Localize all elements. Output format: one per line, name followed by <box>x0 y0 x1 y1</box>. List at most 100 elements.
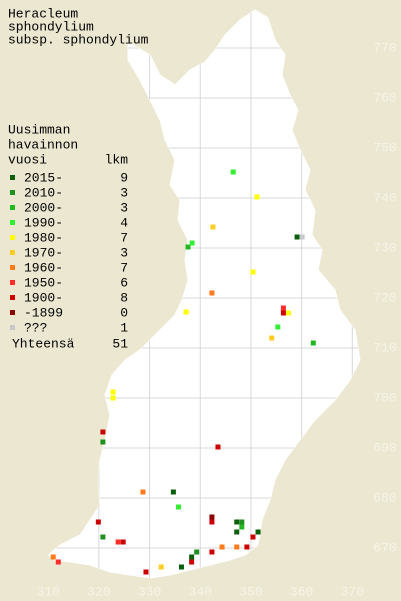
observation <box>215 444 221 450</box>
observation <box>239 524 245 530</box>
observation <box>254 194 260 200</box>
observation <box>209 519 215 525</box>
ticks: 310 320 330 340 350 360 3706706806907007107207… <box>36 40 396 599</box>
observation <box>250 534 256 540</box>
observation <box>310 340 316 346</box>
legend-count: 3 <box>120 245 128 260</box>
legend-label: 1990- <box>24 215 63 230</box>
x-tick-label: 370 <box>341 584 364 599</box>
legend-label: 1960- <box>24 260 63 275</box>
observation <box>100 534 106 540</box>
observation <box>110 395 116 401</box>
observation <box>100 439 106 445</box>
y-tick-label: 740 <box>373 190 396 205</box>
observation <box>285 310 291 316</box>
legend-label: 1900- <box>24 290 63 305</box>
observation <box>170 489 176 495</box>
observation <box>95 519 101 525</box>
observation <box>158 564 164 570</box>
x-tick-label: 330 <box>138 584 161 599</box>
observation <box>275 324 281 330</box>
legend-swatch <box>10 250 15 255</box>
y-tick-label: 710 <box>373 340 396 355</box>
x-tick-label: 310 <box>36 584 59 599</box>
legend: Heracleum sphondylium subsp. sphondylium… <box>8 6 149 351</box>
legend-label: 2015- <box>24 170 63 185</box>
observation <box>189 559 195 565</box>
observation <box>255 529 261 535</box>
legend-total: 51 <box>112 336 128 351</box>
observation <box>194 549 200 555</box>
observation <box>115 539 121 545</box>
legend-swatch <box>10 220 15 225</box>
observation <box>185 244 191 250</box>
legend-count: 8 <box>120 290 128 305</box>
observation <box>280 310 286 316</box>
observation <box>244 544 250 550</box>
points <box>50 169 316 575</box>
legend-header: vuosi <box>8 152 47 167</box>
observation <box>143 569 149 575</box>
observation <box>100 429 106 435</box>
observation <box>50 554 56 560</box>
x-tick-label: 320 <box>87 584 110 599</box>
x-tick-label: 350 <box>239 584 262 599</box>
y-tick-label: 760 <box>373 90 396 105</box>
observation <box>219 544 225 550</box>
observation <box>120 539 126 545</box>
observation <box>234 529 240 535</box>
legend-count: 1 <box>120 320 128 335</box>
legend-swatch <box>10 325 15 330</box>
legend-label: 1980- <box>24 230 63 245</box>
title-line: Heracleum <box>8 6 78 21</box>
observation <box>280 305 286 311</box>
observation <box>140 489 146 495</box>
legend-label: -1899 <box>24 305 63 320</box>
y-tick-label: 720 <box>373 290 396 305</box>
observation <box>250 269 256 275</box>
y-tick-label: 730 <box>373 240 396 255</box>
legend-total-label: Yhteensä <box>12 336 75 351</box>
observation <box>189 240 195 246</box>
observation <box>234 544 240 550</box>
y-tick-label: 670 <box>373 540 396 555</box>
legend-count: 7 <box>120 230 128 245</box>
legend-label: 2000- <box>24 200 63 215</box>
observation <box>269 335 275 341</box>
y-tick-label: 750 <box>373 140 396 155</box>
observation <box>175 504 181 510</box>
legend-swatch <box>10 295 15 300</box>
land <box>47 9 361 579</box>
observation <box>230 169 236 175</box>
y-tick-label: 770 <box>373 40 396 55</box>
legend-label: 1950- <box>24 275 63 290</box>
legend-count: 3 <box>120 200 128 215</box>
legend-count: 7 <box>120 260 128 275</box>
title-line: subsp. sphondylium <box>8 32 149 47</box>
legend-swatch <box>10 175 15 180</box>
legend-swatch <box>10 280 15 285</box>
observation <box>183 309 189 315</box>
observation <box>189 554 195 560</box>
y-tick-label: 690 <box>373 440 396 455</box>
observation <box>239 519 245 525</box>
title-line: sphondylium <box>8 19 94 34</box>
observation <box>294 234 300 240</box>
legend-label: ??? <box>24 320 47 335</box>
legend-title: Uusimman <box>8 122 70 137</box>
observation <box>299 234 305 240</box>
legend-label: 2010- <box>24 185 63 200</box>
legend-title: havainnon <box>8 137 78 152</box>
observation <box>209 290 215 296</box>
legend-header: lkm <box>105 152 129 167</box>
legend-swatch <box>10 265 15 270</box>
legend-swatch <box>10 205 15 210</box>
y-tick-label: 680 <box>373 490 396 505</box>
y-tick-label: 700 <box>373 390 396 405</box>
legend-swatch <box>10 310 15 315</box>
legend-count: 9 <box>120 170 128 185</box>
observation <box>209 514 215 520</box>
observation <box>110 389 116 395</box>
x-tick-label: 340 <box>189 584 212 599</box>
